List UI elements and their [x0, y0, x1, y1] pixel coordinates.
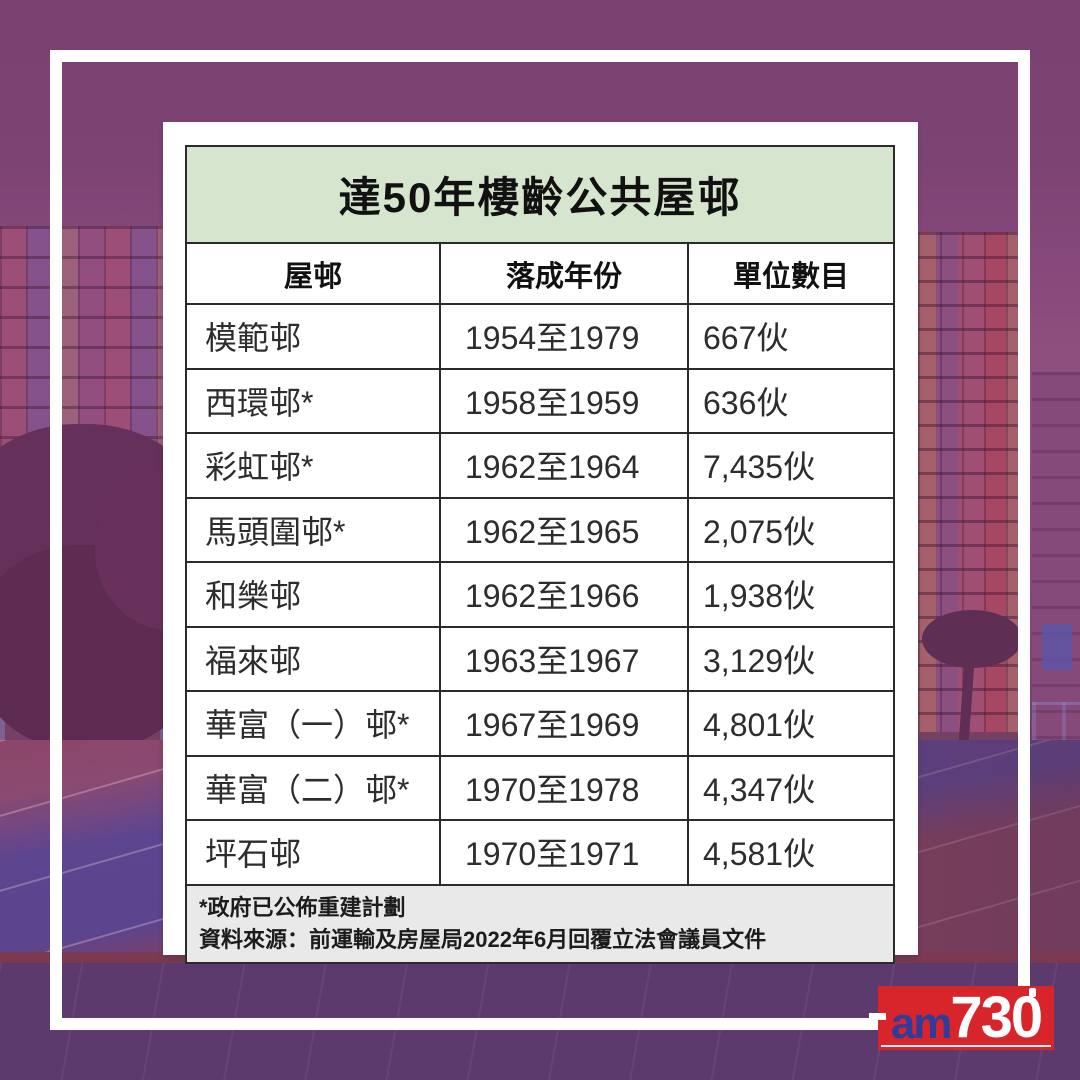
units-cell: 3,129伙 — [686, 625, 896, 692]
logo-underline — [881, 1045, 1051, 1047]
logo-am-text: am — [890, 999, 953, 1048]
units-cell: 1,938伙 — [686, 561, 896, 628]
table-title: 達50年樓齡公共屋邨 — [184, 145, 896, 244]
footnote-row: *政府已公佈重建計劃 資料來源：前運輸及房屋局2022年6月回覆立法會議員文件 — [184, 883, 896, 964]
estate-cell: 華富（一）邨* — [185, 690, 441, 757]
logo-730-text: 730 — [950, 985, 1043, 1050]
column-header-year: 落成年份 — [439, 242, 689, 305]
estate-cell: 模範邨 — [185, 303, 441, 370]
footnote-source: 資料來源：前運輸及房屋局2022年6月回覆立法會議員文件 — [199, 926, 767, 952]
estate-cell: 西環邨* — [185, 367, 441, 434]
table-row: 福來邨 1963至1967 3,129伙 — [185, 625, 896, 692]
units-cell: 4,347伙 — [686, 754, 896, 821]
units-cell: 4,801伙 — [686, 690, 896, 757]
units-cell: 636伙 — [686, 367, 896, 434]
white-frame-border — [50, 50, 1030, 1030]
years-cell: 1963至1967 — [439, 625, 689, 692]
estate-cell: 馬頭圍邨* — [185, 496, 441, 563]
units-cell: 2,075伙 — [686, 496, 896, 563]
estate-cell: 和樂邨 — [185, 561, 441, 628]
background-signboard — [1042, 624, 1072, 670]
estate-cell: 福來邨 — [185, 625, 441, 692]
table-row: 華富（二）邨* 1970至1978 4,347伙 — [185, 754, 896, 821]
footnote-redevelopment: *政府已公佈重建計劃 — [199, 894, 406, 920]
years-cell: 1967至1969 — [439, 690, 689, 757]
years-cell: 1958至1959 — [439, 367, 689, 434]
table-row: 馬頭圍邨* 1962至1965 2,075伙 — [185, 496, 896, 563]
header-row: 屋邨 落成年份 單位數目 — [185, 242, 896, 305]
table-row: 彩虹邨* 1962至1964 7,435伙 — [185, 432, 896, 499]
estate-cell: 彩虹邨* — [185, 432, 441, 499]
table-row: 坪石邨 1970至1971 4,581伙 — [185, 819, 896, 886]
table-row: 模範邨 1954至1979 667伙 — [185, 303, 896, 370]
years-cell: 1970至1978 — [439, 754, 689, 821]
estate-cell: 坪石邨 — [185, 819, 441, 886]
years-cell: 1962至1964 — [439, 432, 689, 499]
table-row: 西環邨* 1958至1959 636伙 — [185, 367, 896, 434]
years-cell: 1970至1971 — [439, 819, 689, 886]
units-cell: 667伙 — [686, 303, 896, 370]
logo-dash — [869, 1013, 886, 1020]
years-cell: 1954至1979 — [439, 303, 689, 370]
table-row: 和樂邨 1962至1966 1,938伙 — [185, 561, 896, 628]
years-cell: 1962至1966 — [439, 561, 689, 628]
units-cell: 7,435伙 — [686, 432, 896, 499]
table-card: 達50年樓齡公共屋邨 屋邨 落成年份 單位數目 模範邨 1954至1979 667伙… — [163, 122, 918, 964]
column-header-units: 單位數目 — [686, 242, 896, 305]
table-body: 模範邨 1954至1979 667伙 西環邨* 1958至1959 636伙 彩虹邨* 196… — [185, 303, 896, 886]
logo-zero-dot — [1029, 988, 1036, 997]
title-row: 達50年樓齡公共屋邨 — [184, 145, 896, 244]
am730-logo: am 730 — [869, 985, 1054, 1050]
estate-building-far-right — [1032, 372, 1080, 740]
years-cell: 1962至1965 — [439, 496, 689, 563]
estate-table: 達50年樓齡公共屋邨 屋邨 落成年份 單位數目 模範邨 1954至1979 667伙… — [184, 145, 896, 964]
estate-cell: 華富（二）邨* — [185, 754, 441, 821]
table-footnotes: *政府已公佈重建計劃 資料來源：前運輸及房屋局2022年6月回覆立法會議員文件 — [184, 883, 896, 964]
column-header-estate: 屋邨 — [185, 242, 441, 305]
court-fence-right — [1032, 702, 1080, 745]
table-row: 華富（一）邨* 1967至1969 4,801伙 — [185, 690, 896, 757]
units-cell: 4,581伙 — [686, 819, 896, 886]
